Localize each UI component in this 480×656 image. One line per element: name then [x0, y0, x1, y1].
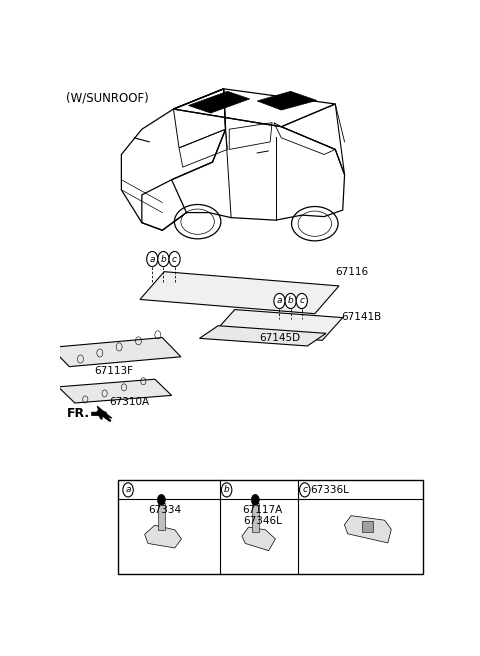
Polygon shape	[242, 527, 276, 550]
Polygon shape	[58, 379, 172, 403]
Text: b: b	[224, 485, 229, 495]
Text: c: c	[172, 255, 177, 264]
Polygon shape	[344, 516, 391, 543]
Circle shape	[157, 495, 166, 505]
Polygon shape	[252, 502, 259, 531]
Polygon shape	[200, 326, 326, 346]
Text: 67116: 67116	[335, 267, 369, 277]
Text: b: b	[160, 255, 166, 264]
Polygon shape	[257, 91, 317, 110]
Polygon shape	[158, 502, 165, 530]
Circle shape	[296, 293, 307, 308]
Circle shape	[169, 251, 180, 266]
Text: a: a	[125, 485, 131, 495]
Text: c: c	[300, 297, 304, 306]
Polygon shape	[215, 310, 343, 340]
Circle shape	[221, 483, 232, 497]
Text: 67334: 67334	[148, 504, 181, 514]
Text: 67346L: 67346L	[243, 516, 282, 525]
Circle shape	[274, 293, 285, 308]
Circle shape	[285, 293, 296, 308]
Polygon shape	[140, 272, 339, 314]
Text: 67113F: 67113F	[95, 365, 133, 376]
Circle shape	[158, 251, 169, 266]
Text: 67145D: 67145D	[259, 333, 300, 343]
Polygon shape	[51, 338, 181, 367]
Bar	[118, 480, 423, 574]
Text: 67141B: 67141B	[341, 312, 381, 322]
Text: 67336L: 67336L	[310, 485, 349, 495]
Text: c: c	[302, 485, 307, 495]
Text: b: b	[288, 297, 293, 306]
Text: a: a	[277, 297, 282, 306]
Text: (W/SUNROOF): (W/SUNROOF)	[66, 91, 148, 104]
Text: a: a	[149, 255, 155, 264]
Polygon shape	[92, 406, 112, 418]
Text: 67310A: 67310A	[109, 397, 149, 407]
Circle shape	[300, 483, 310, 497]
Text: 67117A: 67117A	[242, 504, 283, 514]
Bar	[362, 521, 373, 532]
Circle shape	[147, 251, 158, 266]
Circle shape	[252, 495, 259, 505]
Circle shape	[123, 483, 133, 497]
Text: FR.: FR.	[67, 407, 90, 420]
Polygon shape	[144, 525, 181, 548]
Polygon shape	[188, 91, 250, 113]
